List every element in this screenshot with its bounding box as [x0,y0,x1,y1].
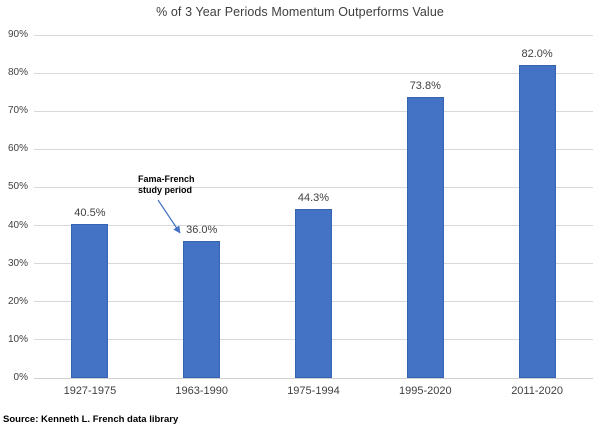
x-axis-label: 1963-1990 [175,385,228,397]
x-axis-line [34,377,593,379]
y-axis-label: 70% [7,105,28,117]
x-axis-label: 1995-2020 [398,385,452,397]
bar-1963-1990 [183,241,221,378]
y-axis-label: 50% [7,181,28,193]
y-axis-label: 90% [7,29,28,40]
y-axis-label: 10% [7,333,28,345]
y-axis-label: 20% [7,295,28,307]
bar-value-label: 40.5% [74,207,106,219]
x-axis-label: 1975-1994 [287,385,340,397]
bar-value-label: 82.0% [521,48,553,60]
bar-1927-1975 [71,224,109,378]
x-axis-label: 2011-2020 [511,385,563,397]
annotation-line1: Fama-French [138,174,195,184]
x-axis-label: 1927-1975 [63,385,117,397]
bar-2011-2020 [518,65,556,378]
annotation-line2: study period [138,185,193,195]
annotation-fama-french: Fama-French study period [138,174,195,196]
source-note: Source: Kenneth L. French data library [3,414,179,425]
bar-value-label: 44.3% [297,192,330,204]
chart-title: % of 3 Year Periods Momentum Outperforms… [156,5,444,19]
bar-1995-2020 [406,97,444,378]
y-axis-label: 40% [7,219,28,231]
y-axis-label: 30% [7,257,28,269]
bar-1975-1994 [295,209,332,378]
gridline [34,72,593,74]
bar-value-label: 73.8% [409,80,441,92]
bar-value-label: 36.0% [186,224,218,236]
annotation-arrow [157,199,181,234]
plot-area [34,34,593,379]
gridline [34,34,593,36]
gridline [34,110,593,112]
y-axis-label: 60% [7,143,28,155]
y-axis-label: 0% [13,372,28,383]
gridline [34,186,593,188]
gridline [34,148,593,150]
y-axis-label: 80% [7,67,28,79]
